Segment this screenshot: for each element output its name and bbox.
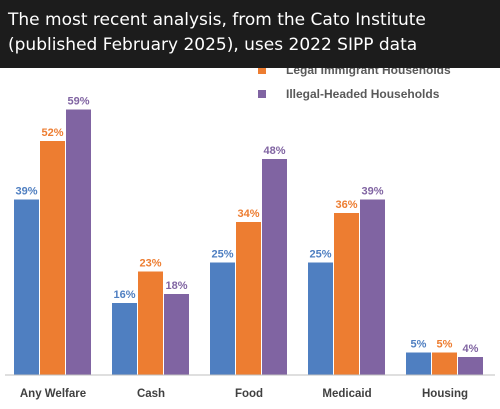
caption-bar: The most recent analysis, from the Cato …	[0, 0, 500, 68]
caption-line-2: (published February 2025), uses 2022 SIP…	[8, 35, 418, 55]
value-label: 34%	[237, 208, 259, 220]
bar-housing-series-1	[406, 352, 431, 375]
x-tick-label: Food	[235, 388, 263, 400]
bar-any-welfare-series-2	[40, 141, 65, 375]
bar-food-series-1	[210, 262, 235, 375]
bar-food-series-3	[262, 159, 287, 375]
bar-housing-series-3	[458, 357, 483, 375]
value-label: 5%	[411, 339, 427, 351]
bar-cash-series-2	[138, 271, 163, 375]
x-tick-labels: Any Welfare Cash Food Medicaid Housing	[20, 388, 468, 400]
caption-line-1: The most recent analysis, from the Cato …	[8, 10, 426, 30]
value-label: 39%	[15, 186, 37, 198]
value-label: 52%	[41, 127, 63, 139]
bar-medicaid-series-3	[360, 199, 385, 375]
value-label: 48%	[263, 145, 285, 157]
value-label: 36%	[335, 199, 357, 211]
x-tick-label: Cash	[137, 388, 165, 400]
bar-medicaid-series-2	[334, 213, 359, 375]
value-label: 23%	[139, 258, 161, 270]
legend-swatch	[258, 66, 266, 74]
bar-any-welfare-series-3	[66, 109, 91, 375]
bar-cash-series-1	[112, 303, 137, 375]
bar-housing-series-2	[432, 352, 457, 375]
bar-food-series-2	[236, 222, 261, 375]
bar-cash-series-3	[164, 294, 189, 375]
x-tick-label: Medicaid	[322, 388, 371, 400]
x-tick-label: Any Welfare	[20, 388, 86, 400]
value-label: 25%	[309, 249, 331, 261]
value-label: 18%	[165, 280, 187, 292]
bars	[14, 109, 483, 375]
legend: Legal Immigrant HouseholdsIllegal-Headed…	[258, 63, 451, 101]
value-label: 39%	[361, 186, 383, 198]
value-label: 4%	[463, 343, 479, 355]
legend-label: Illegal-Headed Households	[286, 87, 440, 101]
value-label: 5%	[437, 339, 453, 351]
value-label: 16%	[113, 289, 135, 301]
legend-swatch	[258, 90, 266, 98]
bar-medicaid-series-1	[308, 262, 333, 375]
x-tick-label: Housing	[422, 388, 468, 400]
value-label: 59%	[67, 96, 89, 108]
value-label: 25%	[211, 249, 233, 261]
bar-any-welfare-series-1	[14, 199, 39, 375]
value-labels: 39% 52% 59% 16% 23% 18% 25% 34% 48% 25% 36% 39% 5% 5%…	[15, 96, 478, 356]
